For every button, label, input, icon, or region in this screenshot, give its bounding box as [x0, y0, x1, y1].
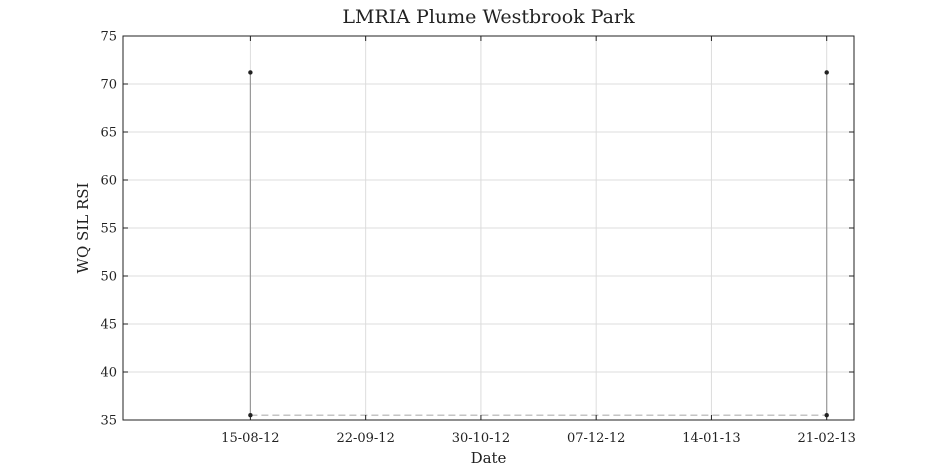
chart-title: LMRIA Plume Westbrook Park [342, 6, 635, 28]
y-tick-label: 75 [100, 30, 117, 45]
x-tick-label: 21-02-13 [797, 431, 855, 446]
y-tick-label: 70 [100, 78, 117, 93]
y-tick-label: 55 [100, 222, 117, 237]
x-tick-label: 14-01-13 [682, 431, 740, 446]
x-axis-label: Date [471, 449, 507, 467]
x-tick-label: 30-10-12 [452, 431, 510, 446]
y-tick-label: 65 [100, 126, 117, 141]
y-tick-label: 35 [100, 414, 117, 429]
data-series [248, 70, 829, 418]
data-point [248, 70, 253, 75]
x-tick-label: 22-09-12 [336, 431, 394, 446]
y-tick-label: 60 [100, 174, 117, 189]
data-point [824, 70, 829, 75]
y-tick-label: 50 [100, 270, 117, 285]
x-tick-label: 15-08-12 [221, 431, 279, 446]
grid-lines [123, 35, 854, 421]
y-axis-label: WQ SIL RSI [74, 182, 92, 273]
y-tick-label: 45 [100, 318, 117, 333]
x-tick-label: 07-12-12 [567, 431, 625, 446]
y-tick-label: 40 [100, 366, 117, 381]
axis-ticks: 35 40 45 50 55 60 65 70 75 15-08-12 22-09-12 30-10-… [100, 30, 855, 447]
